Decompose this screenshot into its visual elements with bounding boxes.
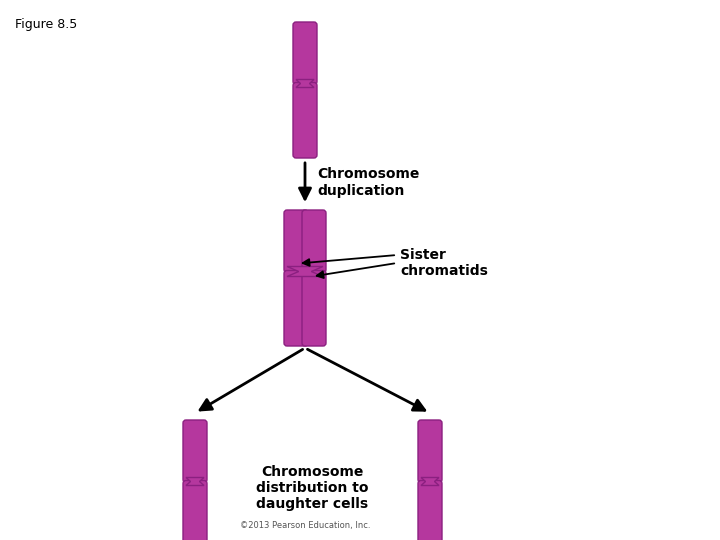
FancyBboxPatch shape [302, 271, 326, 346]
FancyBboxPatch shape [418, 420, 442, 483]
Polygon shape [421, 477, 439, 485]
Text: ©2013 Pearson Education, Inc.: ©2013 Pearson Education, Inc. [240, 521, 370, 530]
Polygon shape [186, 477, 204, 485]
FancyBboxPatch shape [284, 271, 308, 346]
Text: Chromosome
distribution to
daughter cells: Chromosome distribution to daughter cell… [256, 465, 369, 511]
Text: Sister
chromatids: Sister chromatids [400, 248, 488, 278]
FancyBboxPatch shape [284, 210, 308, 273]
Text: Figure 8.5: Figure 8.5 [15, 18, 77, 31]
FancyBboxPatch shape [293, 83, 317, 158]
FancyBboxPatch shape [418, 481, 442, 540]
FancyBboxPatch shape [293, 22, 317, 84]
FancyBboxPatch shape [302, 210, 326, 273]
Polygon shape [287, 267, 323, 276]
FancyBboxPatch shape [183, 420, 207, 483]
FancyBboxPatch shape [183, 481, 207, 540]
Text: Chromosome
duplication: Chromosome duplication [317, 167, 419, 198]
Polygon shape [296, 79, 314, 87]
